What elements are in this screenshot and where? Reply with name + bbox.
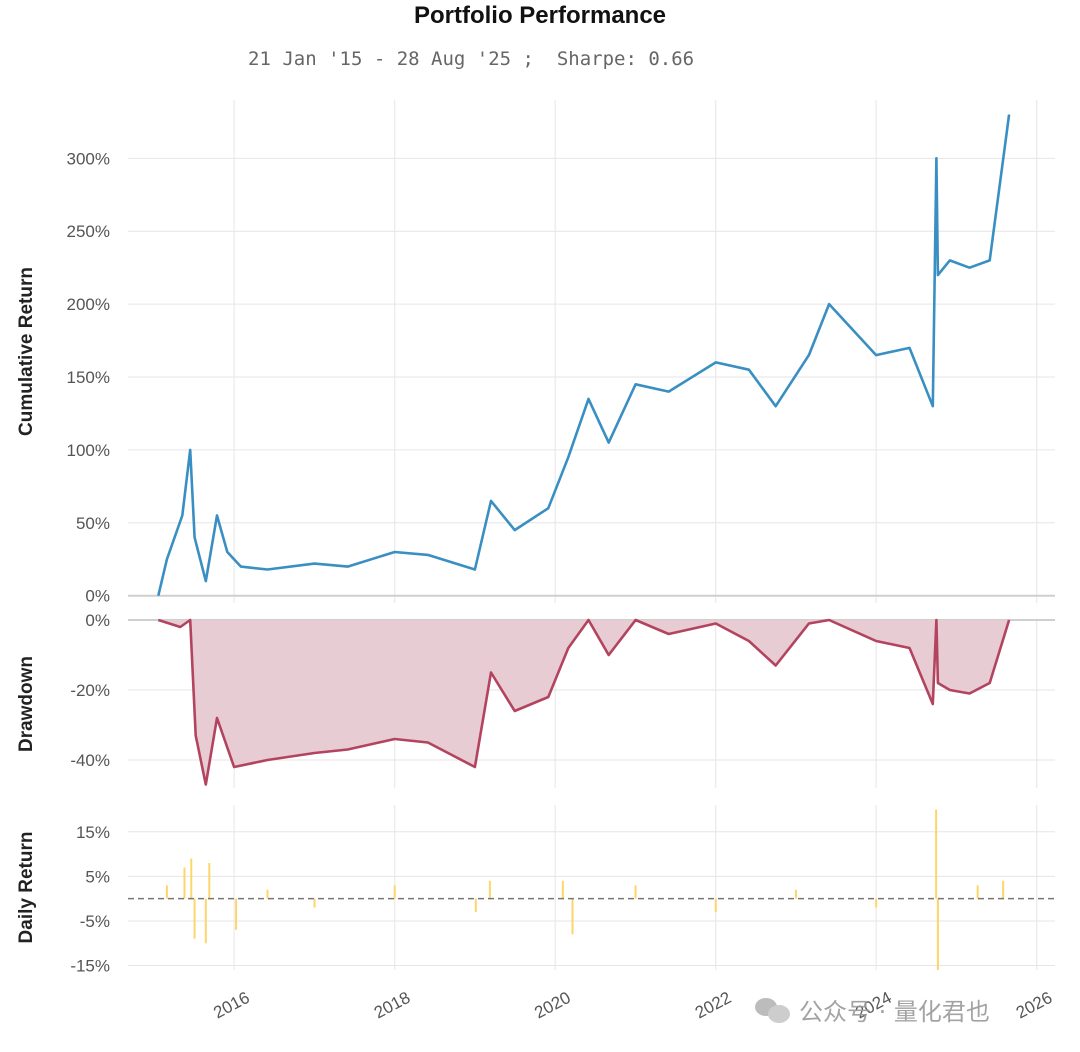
y-axis-labels: Cumulative Return Drawdown Daily Return <box>16 267 37 943</box>
x-tick-label: 2018 <box>371 988 413 1023</box>
x-tick-label: 2020 <box>531 988 573 1023</box>
chart-subtitle: 21 Jan '15 - 28 Aug '25 ; Sharpe: 0.66 <box>248 48 695 70</box>
y-tick-label: 0% <box>85 587 110 606</box>
cumulative-return-line <box>157 114 1011 596</box>
wechat-icon <box>755 996 791 1024</box>
y-tick-label: 15% <box>76 823 110 842</box>
y-tick-label: 150% <box>67 368 110 387</box>
y-tick-label: 300% <box>67 149 110 168</box>
y-tick-label: -5% <box>80 912 110 931</box>
y-axis-label: Cumulative Return <box>16 267 37 436</box>
drawdown-line <box>157 618 1011 786</box>
watermark: 公众号 · 量化君也 <box>755 992 990 1027</box>
x-tick-label: 2016 <box>210 988 252 1023</box>
y-tick-label: 100% <box>67 441 110 460</box>
grid-lines <box>128 100 1055 970</box>
y-tick-labels: 300% 250% 200% 150% 100% 50% 0% 0% -20% -40% 15% 5%… <box>67 149 110 975</box>
y-axis-label: Daily Return <box>16 832 37 944</box>
y-tick-label: -40% <box>70 751 110 770</box>
y-tick-label: 200% <box>67 295 110 314</box>
chart-title: Portfolio Performance <box>413 2 667 29</box>
x-tick-label: 2022 <box>692 988 734 1023</box>
y-tick-label: 5% <box>85 867 110 886</box>
x-tick-label: 2026 <box>1013 988 1055 1023</box>
y-tick-label: -20% <box>70 681 110 700</box>
y-tick-label: 250% <box>67 222 110 241</box>
y-tick-label: 50% <box>76 514 110 533</box>
y-tick-label: -15% <box>70 957 110 976</box>
y-tick-label: 0% <box>85 611 110 630</box>
watermark-text: 公众号 · 量化君也 <box>799 998 990 1026</box>
series <box>128 114 1055 970</box>
y-axis-label: Drawdown <box>16 656 37 752</box>
